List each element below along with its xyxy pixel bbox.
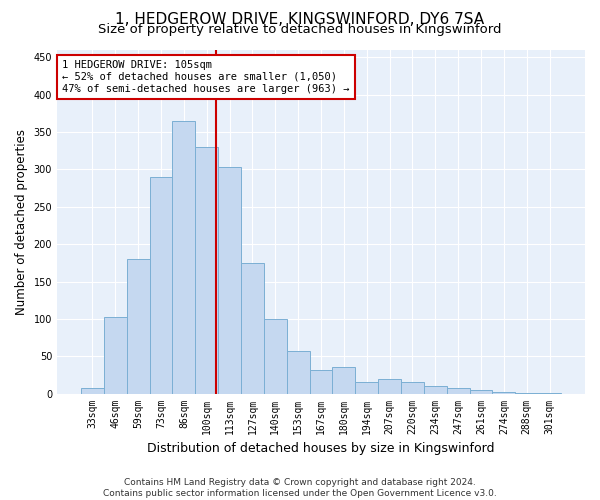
X-axis label: Distribution of detached houses by size in Kingswinford: Distribution of detached houses by size …: [147, 442, 495, 455]
Bar: [424, 386, 447, 394]
Bar: [515, 393, 538, 394]
Text: Contains HM Land Registry data © Crown copyright and database right 2024.
Contai: Contains HM Land Registry data © Crown c…: [103, 478, 497, 498]
Bar: [104, 318, 127, 394]
Bar: [401, 382, 424, 394]
Text: 1 HEDGEROW DRIVE: 105sqm
← 52% of detached houses are smaller (1,050)
47% of sem: 1 HEDGEROW DRIVE: 105sqm ← 52% of detach…: [62, 60, 350, 94]
Bar: [538, 393, 561, 394]
Bar: [355, 382, 378, 394]
Bar: [264, 319, 287, 394]
Bar: [378, 378, 401, 394]
Bar: [196, 147, 218, 394]
Bar: [218, 168, 241, 394]
Bar: [332, 368, 355, 394]
Bar: [470, 390, 493, 394]
Bar: [149, 177, 172, 394]
Bar: [172, 121, 196, 394]
Text: Size of property relative to detached houses in Kingswinford: Size of property relative to detached ho…: [98, 22, 502, 36]
Y-axis label: Number of detached properties: Number of detached properties: [15, 129, 28, 315]
Bar: [127, 259, 149, 394]
Bar: [81, 388, 104, 394]
Bar: [447, 388, 470, 394]
Bar: [493, 392, 515, 394]
Bar: [287, 351, 310, 394]
Text: 1, HEDGEROW DRIVE, KINGSWINFORD, DY6 7SA: 1, HEDGEROW DRIVE, KINGSWINFORD, DY6 7SA: [115, 12, 485, 28]
Bar: [310, 370, 332, 394]
Bar: [241, 263, 264, 394]
